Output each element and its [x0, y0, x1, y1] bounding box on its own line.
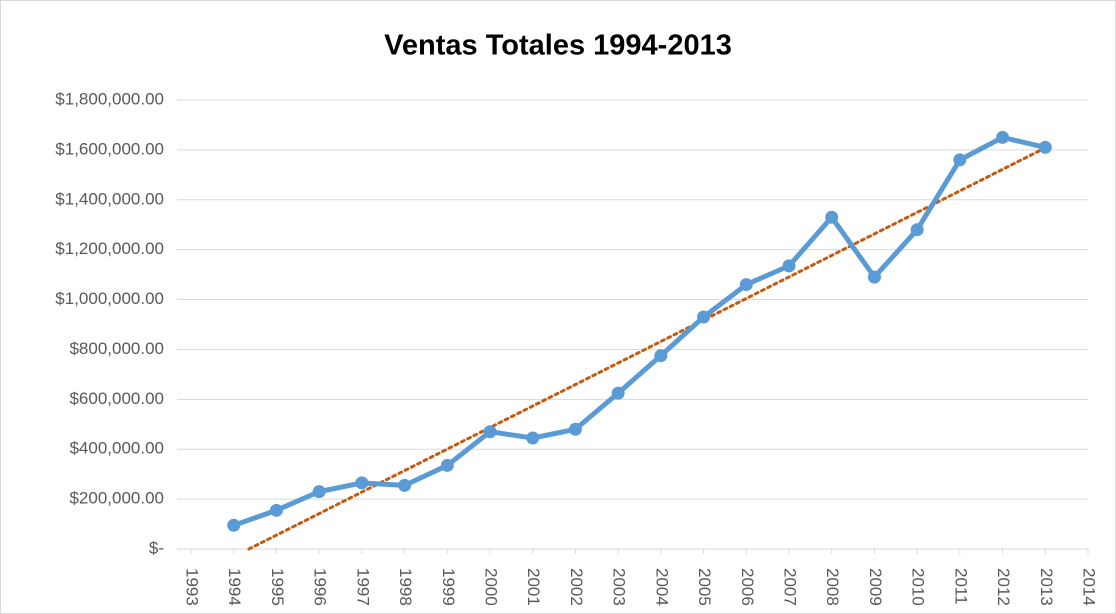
y-tick-label: $-: [149, 538, 164, 557]
marker: [825, 210, 839, 224]
marker: [398, 478, 412, 492]
x-tick-label: 2007: [781, 568, 800, 606]
x-tick-label: 2008: [823, 568, 842, 606]
x-tick-label: 1995: [268, 568, 287, 606]
marker: [568, 422, 582, 436]
x-tick-label: 2003: [610, 568, 629, 606]
x-tick-label: 2010: [909, 568, 928, 606]
marker: [739, 278, 753, 292]
y-tick-label: $1,400,000.00: [55, 189, 164, 208]
marker: [996, 130, 1010, 144]
chart-title: Ventas Totales 1994-2013: [384, 30, 732, 62]
marker: [312, 485, 326, 499]
marker: [355, 476, 369, 490]
marker: [526, 431, 540, 445]
x-tick-label: 2005: [695, 568, 714, 606]
x-tick-label: 2006: [738, 568, 757, 606]
line: [232, 134, 1046, 528]
x-tick-label: 2013: [1037, 568, 1056, 606]
x-tick-label: 1999: [439, 568, 458, 606]
x-tick-label: 2004: [652, 568, 671, 606]
x-tick-label: 2001: [524, 568, 543, 606]
marker: [910, 223, 924, 237]
x-tick-label: 2014: [1080, 568, 1099, 606]
y-tick-label: $600,000.00: [69, 389, 164, 408]
y-tick-label: $1,800,000.00: [55, 89, 164, 108]
marker: [269, 503, 283, 517]
y-tick-label: $800,000.00: [69, 339, 164, 358]
marker: [697, 310, 711, 324]
x-tick-label: 2000: [482, 568, 501, 606]
x-tick-label: 2012: [994, 568, 1013, 606]
x-tick-label: 1997: [353, 568, 372, 606]
x-tick-label: 1994: [225, 568, 244, 606]
marker: [440, 458, 454, 472]
x-tick-label: 1998: [396, 568, 415, 606]
marker: [483, 425, 497, 439]
y-tick-label: $1,600,000.00: [55, 139, 164, 158]
y-tick-label: $1,000,000.00: [55, 289, 164, 308]
x-tick-label: 1993: [183, 568, 202, 606]
y-tick-label: $200,000.00: [69, 489, 164, 508]
marker: [611, 386, 625, 400]
marker: [782, 259, 796, 273]
x-tick-label: 1996: [311, 568, 330, 606]
marker: [867, 270, 881, 284]
marker: [953, 153, 967, 167]
marker: [227, 518, 241, 532]
marker: [654, 349, 668, 363]
x-tick-label: 2002: [567, 568, 586, 606]
y-tick-label: $1,200,000.00: [55, 239, 164, 258]
y-tick-label: $400,000.00: [69, 439, 164, 458]
x-tick-label: 2009: [866, 568, 885, 606]
x-tick-label: 2011: [951, 568, 970, 605]
marker: [1038, 140, 1052, 154]
